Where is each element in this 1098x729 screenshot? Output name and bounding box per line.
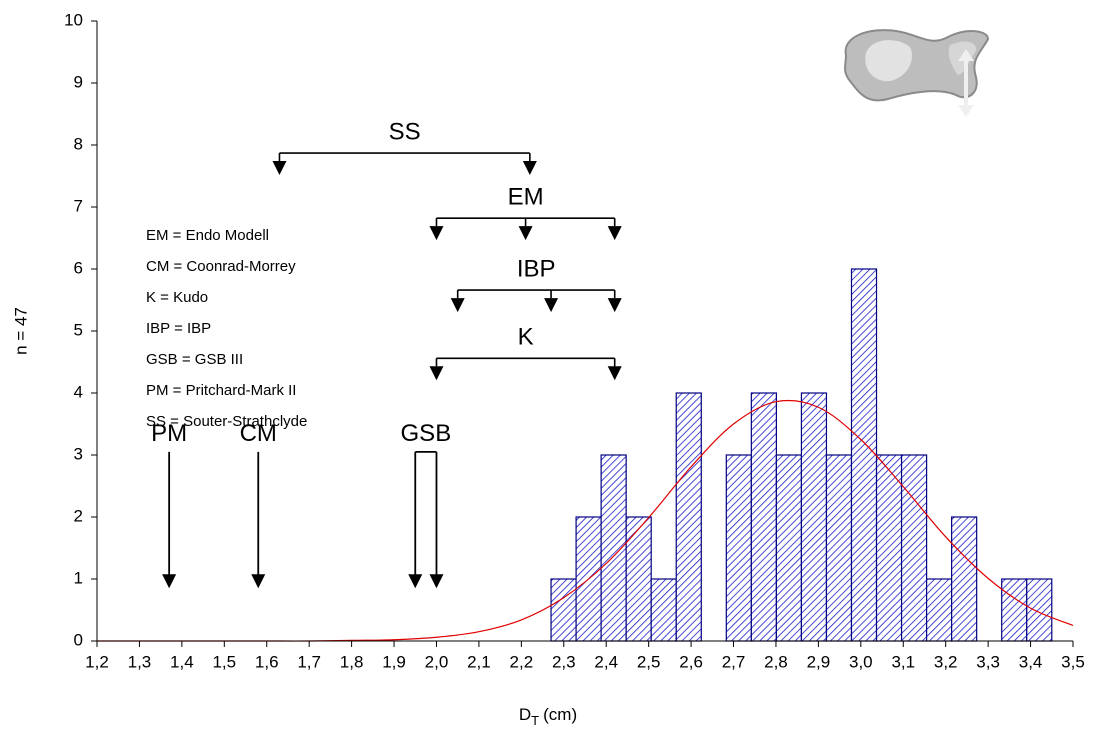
x-tick-label: 3,5 <box>1061 652 1085 671</box>
histogram-bar <box>1026 578 1053 642</box>
legend-text: PM = Pritchard-Mark II <box>146 382 296 399</box>
x-label-main: D <box>519 705 531 724</box>
pointer-label: GSB <box>401 420 452 447</box>
bracket-arrow <box>607 226 622 241</box>
histogram-bar <box>775 454 803 642</box>
x-tick-label: 1,3 <box>128 652 152 671</box>
x-tick-label: 3,2 <box>934 652 958 671</box>
histogram-bar <box>900 454 928 642</box>
x-tick-label: 2,9 <box>807 652 831 671</box>
histogram-bar <box>650 578 677 642</box>
histogram-bar <box>825 454 853 642</box>
y-tick-label: 3 <box>74 444 83 463</box>
x-tick-label: 1,6 <box>255 652 279 671</box>
legend-text: EM = Endo Modell <box>146 227 269 244</box>
histogram-bar <box>951 516 978 642</box>
histogram-bar <box>800 392 828 642</box>
y-tick-label: 0 <box>74 630 83 649</box>
histogram-bar <box>675 392 702 642</box>
x-tick-label: 2,4 <box>594 652 618 671</box>
bracket-label: K <box>518 324 534 351</box>
x-tick-label: 3,4 <box>1019 652 1043 671</box>
histogram-bar <box>925 578 953 642</box>
legend-text: SS = Souter-Strathclyde <box>146 413 307 430</box>
x-tick-label: 1,8 <box>340 652 364 671</box>
bracket-arrow <box>607 298 622 313</box>
bracket-arrow <box>272 161 287 176</box>
legend-text: CM = Coonrad-Morrey <box>146 258 296 275</box>
bracket-arrow <box>607 366 622 381</box>
y-tick-label: 8 <box>74 134 83 153</box>
pointer-arrow <box>162 574 177 589</box>
x-tick-label: 1,4 <box>170 652 194 671</box>
histogram-bar <box>600 454 627 642</box>
y-tick-label: 5 <box>74 320 83 339</box>
x-label-unit: (cm) <box>543 705 577 724</box>
y-tick-label: 2 <box>74 506 83 525</box>
bracket-arrow <box>518 226 533 241</box>
x-label-sub: T <box>531 713 539 728</box>
legend-text: K = Kudo <box>146 289 208 306</box>
pointer-label: PM <box>151 420 187 447</box>
y-tick-label: 1 <box>74 568 83 587</box>
implant-illustration <box>844 29 990 117</box>
histogram-bar <box>725 454 752 642</box>
bracket-label: SS <box>389 118 421 145</box>
y-tick-label: 4 <box>74 382 83 401</box>
legend-text: GSB = GSB III <box>146 351 243 368</box>
y-tick-label: 9 <box>74 72 83 91</box>
pointer-arrow <box>408 574 423 589</box>
x-tick-label: 3,0 <box>849 652 873 671</box>
x-tick-label: 1,7 <box>297 652 321 671</box>
bracket-arrow <box>429 226 444 241</box>
x-tick-label: 2,8 <box>764 652 788 671</box>
x-tick-label: 1,9 <box>382 652 406 671</box>
y-axis-label: n = 47 <box>11 307 30 355</box>
histogram-bar <box>875 454 903 642</box>
bracket-arrow <box>429 366 444 381</box>
y-tick-label: 6 <box>74 258 83 277</box>
x-axis-label: DT (cm) <box>519 705 577 728</box>
bracket-label: IBP <box>517 255 556 282</box>
histogram-bar <box>625 516 652 642</box>
x-tick-label: 3,1 <box>891 652 915 671</box>
bracket-arrow <box>522 161 537 176</box>
x-tick-label: 1,5 <box>212 652 236 671</box>
bracket-arrow <box>544 298 559 313</box>
x-tick-label: 1,2 <box>85 652 109 671</box>
histogram-bar <box>850 268 878 642</box>
bracket-label: EM <box>508 184 544 211</box>
pointer-arrow <box>429 574 444 589</box>
histogram-bar <box>750 392 777 642</box>
histogram-bar <box>1001 578 1028 642</box>
x-tick-label: 2,3 <box>552 652 576 671</box>
y-tick-label: 10 <box>64 10 83 29</box>
x-tick-label: 2,6 <box>679 652 703 671</box>
x-tick-label: 2,5 <box>637 652 661 671</box>
histogram-bar <box>550 578 577 642</box>
x-tick-label: 3,3 <box>976 652 1000 671</box>
x-tick-label: 2,2 <box>510 652 534 671</box>
legend-text: IBP = IBP <box>146 320 211 337</box>
pointer-arrow <box>251 574 266 589</box>
bracket-arrow <box>450 298 465 313</box>
x-tick-label: 2,1 <box>467 652 491 671</box>
x-tick-label: 2,0 <box>425 652 449 671</box>
y-tick-label: 7 <box>74 196 83 215</box>
x-tick-label: 2,7 <box>722 652 746 671</box>
pointer-label: CM <box>240 420 277 447</box>
